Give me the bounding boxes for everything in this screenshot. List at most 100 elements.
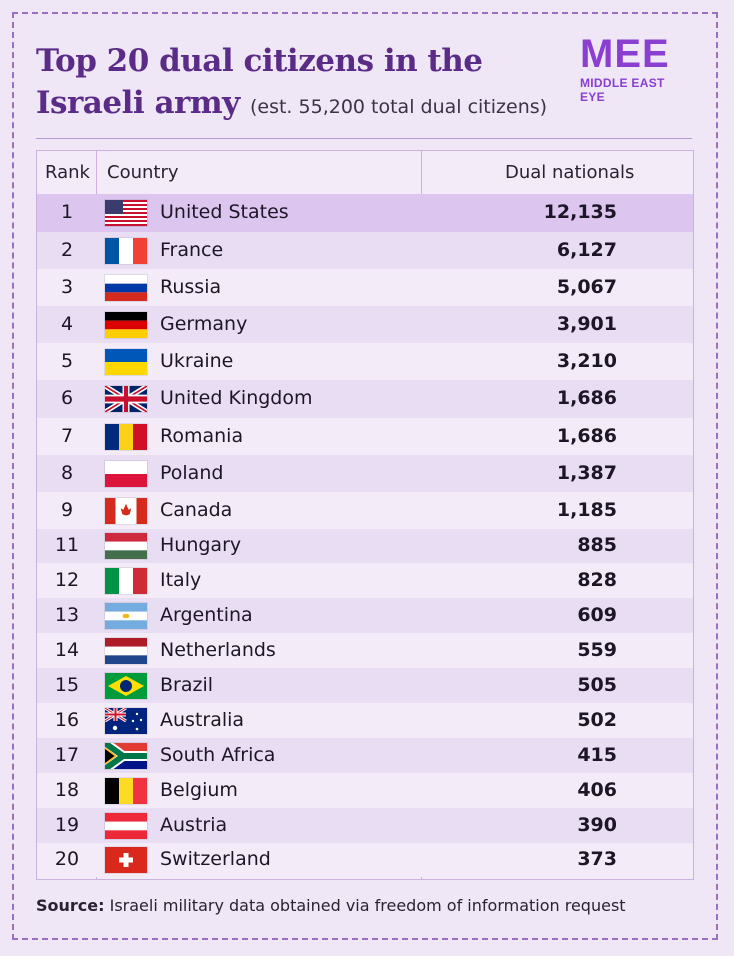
rank-cell: 6 (60, 387, 74, 409)
country-cell: Argentina (160, 603, 253, 626)
table-row: 2 France 6,127 (37, 232, 693, 269)
fr-flag-icon (105, 237, 147, 264)
country-cell: Brazil (160, 673, 214, 696)
table-row: 13 Argentina 609 (37, 598, 693, 633)
mee-logo: MEE MIDDLE EAST EYE (580, 34, 690, 104)
title-subtitle: (est. 55,200 total dual citizens) (249, 96, 548, 118)
rank-cell: 12 (54, 568, 80, 591)
dual-nationals-cell: 415 (577, 743, 617, 766)
au-flag-icon (104, 706, 147, 734)
dual-nationals-cell: 559 (577, 638, 617, 661)
country-cell: Poland (160, 461, 224, 484)
rank-cell: 8 (60, 461, 74, 484)
table-row: 11 Hungary 885 (37, 529, 693, 563)
at-flag-icon (105, 812, 147, 839)
country-cell: United Kingdom (160, 387, 313, 409)
rank-cell: 13 (54, 603, 80, 626)
country-cell: Switzerland (160, 848, 271, 870)
table-row: 6 United Kingdom 1,686 (37, 380, 693, 418)
ch-flag-icon (105, 847, 147, 873)
country-cell: Australia (160, 708, 245, 731)
country-cell: Netherlands (160, 638, 276, 661)
dual-nationals-cell: 6,127 (556, 238, 617, 261)
pl-flag-icon (105, 460, 147, 487)
dual-nationals-cell: 609 (577, 603, 617, 626)
country-cell: Hungary (160, 534, 242, 556)
rank-cell: 19 (54, 813, 80, 836)
country-cell: Belgium (160, 778, 238, 801)
header-rank: Rank (45, 162, 90, 183)
country-cell: Italy (160, 568, 202, 591)
rank-cell: 5 (60, 349, 74, 372)
rank-cell: 11 (54, 534, 80, 556)
dual-nationals-cell: 373 (577, 848, 617, 870)
header-dual-nationals: Dual nationals (505, 162, 635, 183)
country-cell: Ukraine (160, 349, 234, 372)
table-row: 18 Belgium 406 (37, 773, 693, 808)
country-cell: South Africa (160, 743, 276, 766)
rank-cell: 1 (60, 201, 74, 223)
rank-cell: 16 (54, 708, 80, 731)
dual-nationals-cell: 1,387 (556, 461, 617, 484)
ru-flag-icon (105, 274, 147, 301)
rank-cell: 14 (54, 638, 80, 661)
dual-nationals-cell: 1,686 (556, 424, 617, 447)
table-row: 7 Romania 1,686 (37, 418, 693, 455)
rank-cell: 2 (60, 238, 74, 261)
dual-nationals-cell: 390 (577, 813, 617, 836)
table-row: 16 Australia 502 (37, 703, 693, 738)
ro-flag-icon (105, 423, 147, 450)
table-row: 8 Poland 1,387 (37, 455, 693, 492)
source-note: Source: Israeli military data obtained v… (36, 896, 626, 915)
country-cell: Germany (160, 312, 248, 335)
table-row: 4 Germany 3,901 (37, 306, 693, 343)
rank-cell: 9 (60, 498, 74, 521)
source-label: Source: (36, 896, 105, 915)
it-flag-icon (105, 567, 147, 594)
ca-flag-icon (105, 497, 147, 524)
country-cell: Austria (160, 813, 228, 836)
country-cell: Romania (160, 424, 244, 447)
logo-tagline: MIDDLE EAST EYE (580, 76, 665, 104)
ua-flag-icon (105, 348, 147, 375)
de-flag-icon (105, 311, 147, 338)
table-row: 14 Netherlands 559 (37, 633, 693, 668)
br-flag-icon (105, 672, 147, 699)
header-country: Country (107, 162, 179, 183)
table-row: 15 Brazil 505 (37, 668, 693, 703)
rank-cell: 20 (54, 848, 80, 870)
country-cell: Canada (160, 498, 233, 521)
table-row: 5 Ukraine 3,210 (37, 343, 693, 380)
title-line-2: Israeli army (est. 55,200 total dual cit… (36, 82, 547, 128)
dual-nationals-cell: 502 (577, 708, 617, 731)
country-cell: France (160, 238, 224, 261)
data-table: Rank Country Dual nationals 1 United Stat… (36, 150, 694, 880)
chart-title: Top 20 dual citizens in the Israeli army… (36, 40, 547, 128)
dual-nationals-cell: 1,686 (556, 387, 617, 409)
table-header: Rank Country Dual nationals (37, 151, 693, 194)
dual-nationals-cell: 3,901 (556, 312, 617, 335)
dual-nationals-cell: 885 (577, 534, 617, 556)
dual-nationals-cell: 5,067 (556, 275, 617, 298)
table-row: 19 Austria 390 (37, 808, 693, 843)
header-divider (36, 138, 692, 139)
dual-nationals-cell: 406 (577, 778, 617, 801)
be-flag-icon (105, 777, 147, 804)
page-frame (12, 12, 718, 940)
rank-cell: 15 (54, 673, 80, 696)
table-row: 20 Switzerland 373 (37, 843, 693, 877)
title-line-1: Top 20 dual citizens in the (36, 43, 483, 79)
table-row: 12 Italy 828 (37, 563, 693, 598)
dual-nationals-cell: 828 (577, 568, 617, 591)
rank-cell: 17 (54, 743, 80, 766)
title-main: Israeli army (36, 85, 240, 121)
table-row: 1 United States 12,135 (37, 194, 693, 232)
us-flag-icon (105, 200, 147, 226)
dual-nationals-cell: 505 (577, 673, 617, 696)
za-flag-icon (102, 738, 147, 773)
rank-cell: 18 (54, 778, 80, 801)
dual-nationals-cell: 1,185 (556, 498, 617, 521)
rank-cell: 7 (60, 424, 74, 447)
country-cell: Russia (160, 275, 222, 298)
table-row: 3 Russia 5,067 (37, 269, 693, 306)
